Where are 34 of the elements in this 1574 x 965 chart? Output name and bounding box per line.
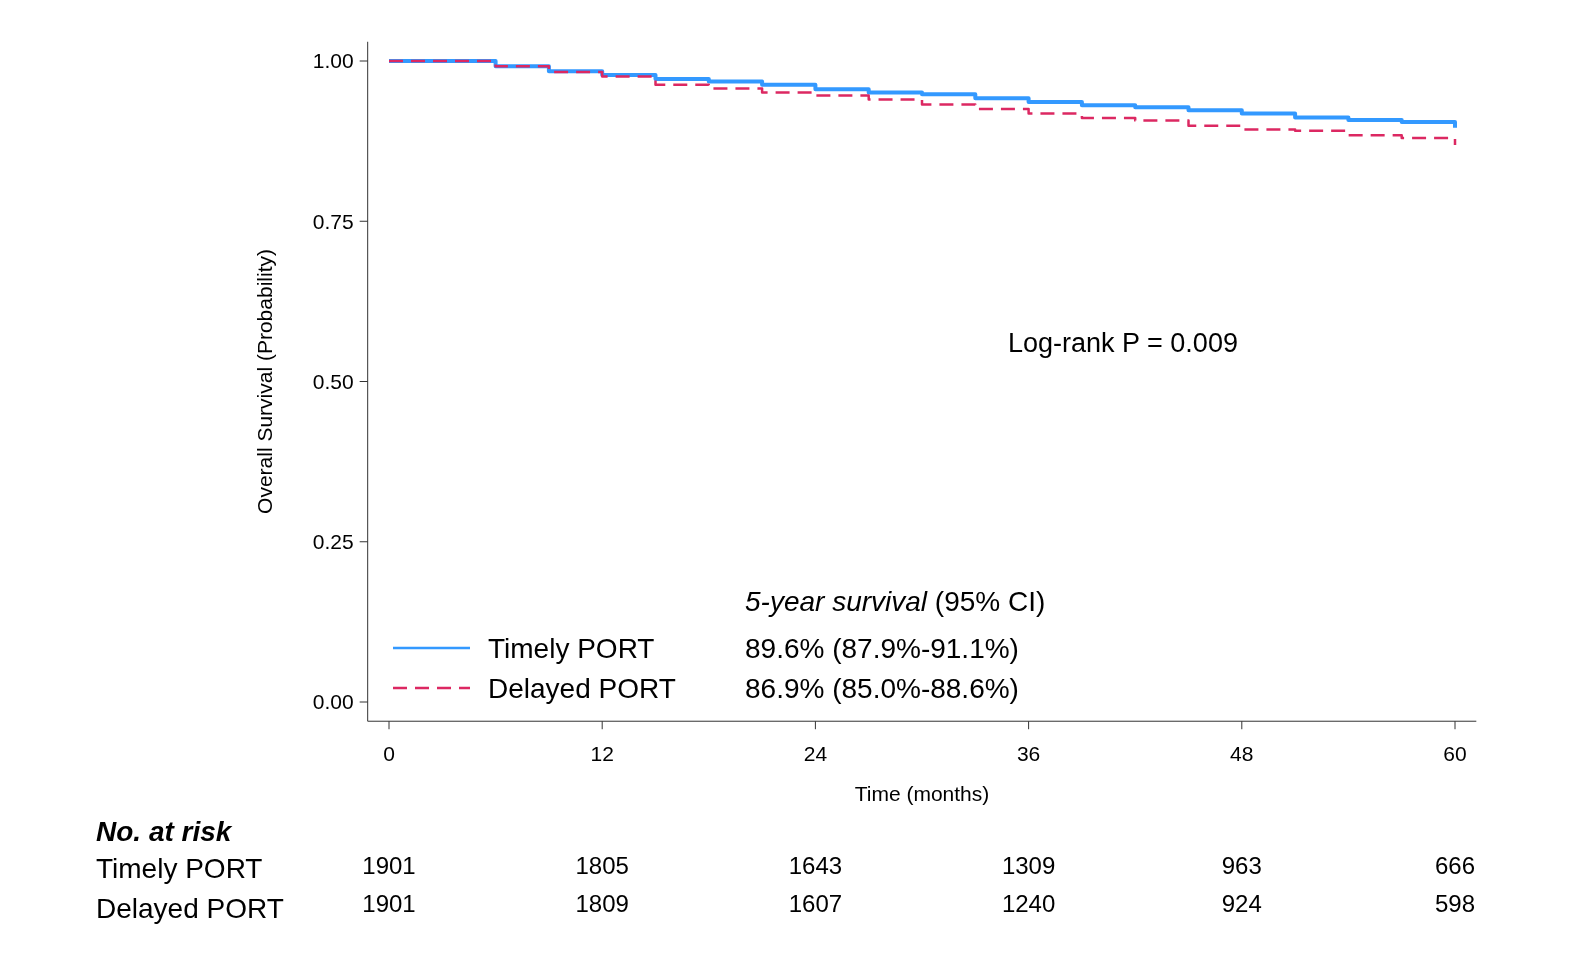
y-axis-title: Overall Survival (Probability) bbox=[253, 249, 276, 514]
text: 1240 bbox=[1001, 890, 1056, 917]
x-tick-label: 24 bbox=[803, 742, 828, 766]
text: 1309 bbox=[1001, 852, 1056, 879]
text: 1643 bbox=[788, 852, 843, 879]
annotation: Log-rank P = 0.009 bbox=[1008, 328, 1238, 358]
text: 963 bbox=[1221, 852, 1262, 879]
x-tick-label: 48 bbox=[1230, 742, 1254, 766]
y-tick-label: 0.50 bbox=[312, 369, 354, 393]
x-axis-title: Time (months) bbox=[854, 782, 990, 806]
annotation: 89.6% (87.9%-91.1%) bbox=[745, 632, 1019, 664]
text: 1607 bbox=[788, 890, 843, 917]
y-tick-label: 1.00 bbox=[312, 49, 354, 73]
legend-label: Delayed PORT bbox=[488, 672, 676, 704]
x-tick-label: 60 bbox=[1443, 742, 1467, 766]
text: 1809 bbox=[575, 890, 629, 917]
x-tick-label: 36 bbox=[1016, 742, 1041, 766]
text: Timely PORT bbox=[96, 853, 263, 884]
text: 598 bbox=[1434, 890, 1476, 917]
legend-label: Timely PORT bbox=[488, 632, 655, 664]
y-tick-label: 0.25 bbox=[312, 530, 354, 554]
text: Delayed PORT bbox=[96, 893, 284, 924]
annotation: 86.9% (85.0%-88.6%) bbox=[745, 672, 1019, 704]
y-tick-label: 0.75 bbox=[312, 209, 354, 233]
x-tick-label: 0 bbox=[383, 742, 395, 766]
text: 1805 bbox=[575, 852, 629, 879]
text: 1901 bbox=[362, 890, 416, 917]
x-tick-label: 12 bbox=[590, 742, 614, 766]
text: 1901 bbox=[362, 852, 416, 879]
y-tick-label: 0.00 bbox=[312, 690, 354, 714]
text: 924 bbox=[1221, 890, 1262, 917]
text: 666 bbox=[1434, 852, 1476, 879]
text: No. at risk bbox=[96, 816, 233, 847]
annotation: 5-year survival (95% CI) bbox=[745, 586, 1046, 617]
